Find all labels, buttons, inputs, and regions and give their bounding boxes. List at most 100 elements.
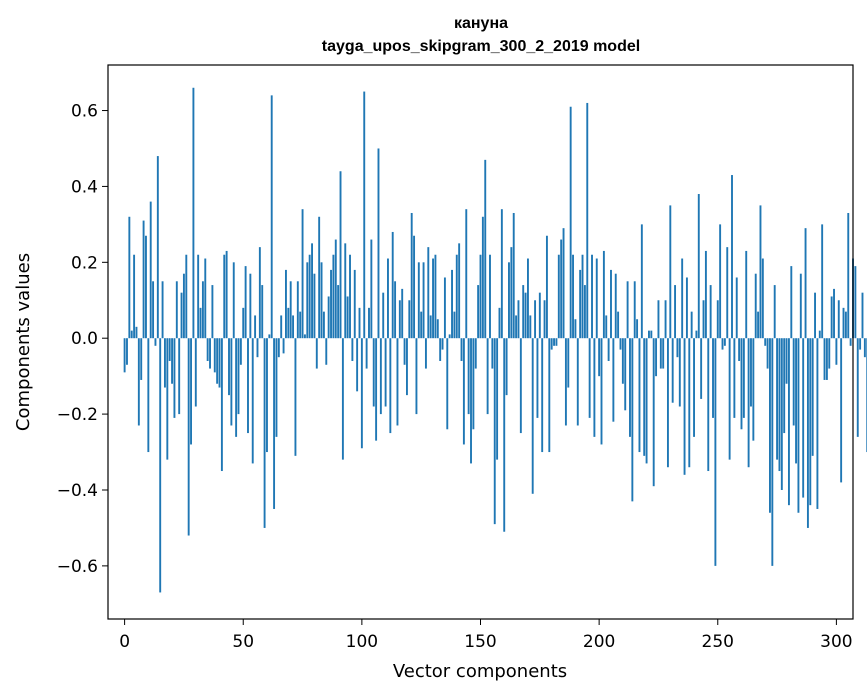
bar bbox=[306, 262, 309, 339]
bar bbox=[163, 338, 166, 388]
bar bbox=[702, 300, 705, 339]
bar bbox=[621, 338, 624, 384]
bar bbox=[178, 338, 181, 415]
bar bbox=[410, 212, 413, 339]
bar bbox=[828, 338, 831, 369]
bar bbox=[856, 338, 859, 437]
bar bbox=[270, 95, 273, 339]
bar bbox=[230, 338, 233, 426]
bar bbox=[128, 216, 131, 339]
bar bbox=[780, 338, 783, 490]
bar bbox=[522, 285, 525, 339]
bar bbox=[837, 300, 840, 339]
bar bbox=[161, 281, 164, 339]
bar bbox=[543, 300, 546, 339]
bar bbox=[538, 292, 541, 339]
chart-title: кануна bbox=[454, 15, 508, 32]
bar bbox=[303, 334, 306, 339]
bar bbox=[650, 330, 653, 339]
bar bbox=[849, 338, 852, 346]
bar bbox=[173, 338, 176, 418]
bar bbox=[629, 338, 631, 437]
bar bbox=[560, 239, 563, 339]
bar bbox=[477, 285, 480, 339]
bar bbox=[500, 209, 503, 339]
bar bbox=[417, 262, 420, 339]
bar bbox=[723, 338, 726, 346]
bar bbox=[778, 338, 781, 472]
bar bbox=[825, 338, 828, 380]
bar bbox=[133, 254, 136, 339]
bar bbox=[356, 338, 359, 392]
bar bbox=[583, 285, 586, 339]
bar bbox=[683, 338, 686, 475]
bar bbox=[190, 338, 192, 445]
bar bbox=[550, 338, 553, 350]
bar bbox=[315, 338, 318, 369]
bar bbox=[754, 273, 757, 339]
bar bbox=[818, 330, 821, 339]
bar bbox=[349, 254, 351, 339]
bar bbox=[130, 330, 133, 339]
bar bbox=[249, 273, 252, 339]
bar bbox=[486, 338, 489, 415]
bar bbox=[484, 159, 487, 339]
bar bbox=[154, 338, 157, 346]
bar bbox=[643, 338, 646, 456]
bar bbox=[247, 338, 249, 434]
y-tick-label: 0.4 bbox=[71, 177, 98, 197]
bar bbox=[783, 338, 786, 434]
bar bbox=[344, 243, 347, 339]
bar bbox=[242, 307, 245, 339]
bar bbox=[218, 338, 221, 388]
bar bbox=[586, 102, 589, 339]
bar bbox=[854, 266, 857, 339]
bar bbox=[415, 338, 418, 415]
bar-series bbox=[123, 87, 867, 593]
bar bbox=[277, 338, 280, 358]
bar bbox=[579, 269, 582, 339]
bar bbox=[527, 258, 529, 339]
bar bbox=[140, 338, 143, 380]
bar bbox=[427, 247, 430, 339]
y-tick-label: −0.2 bbox=[57, 405, 98, 425]
bar bbox=[840, 338, 843, 483]
bar bbox=[339, 171, 342, 339]
bar bbox=[258, 247, 261, 339]
bar bbox=[394, 281, 397, 339]
bar bbox=[391, 231, 394, 339]
x-tick-label: 150 bbox=[464, 632, 496, 652]
bar bbox=[474, 338, 477, 369]
bar bbox=[745, 250, 748, 339]
bar bbox=[341, 338, 344, 460]
bar bbox=[171, 338, 174, 384]
bar bbox=[149, 201, 152, 339]
bar bbox=[379, 338, 382, 415]
bar bbox=[657, 300, 660, 339]
bar bbox=[432, 258, 434, 339]
bar bbox=[726, 247, 729, 339]
bar bbox=[491, 338, 494, 369]
bar bbox=[225, 250, 228, 339]
bar bbox=[147, 338, 150, 453]
bar bbox=[759, 205, 762, 339]
bar bbox=[375, 338, 378, 441]
bar bbox=[228, 338, 230, 396]
bar bbox=[493, 338, 496, 525]
bar bbox=[318, 216, 321, 339]
bar bbox=[664, 300, 667, 339]
bar bbox=[750, 338, 752, 407]
x-tick-label: 50 bbox=[232, 632, 254, 652]
bar bbox=[569, 106, 572, 339]
bar bbox=[455, 254, 458, 339]
bar bbox=[197, 254, 200, 339]
bar bbox=[510, 247, 513, 339]
bar bbox=[515, 315, 518, 339]
y-tick-label: 0.2 bbox=[71, 253, 98, 273]
bar bbox=[771, 338, 774, 566]
bar bbox=[434, 254, 437, 339]
bar bbox=[137, 338, 140, 426]
bar bbox=[576, 338, 579, 426]
bar bbox=[645, 338, 648, 464]
bar bbox=[201, 281, 204, 339]
